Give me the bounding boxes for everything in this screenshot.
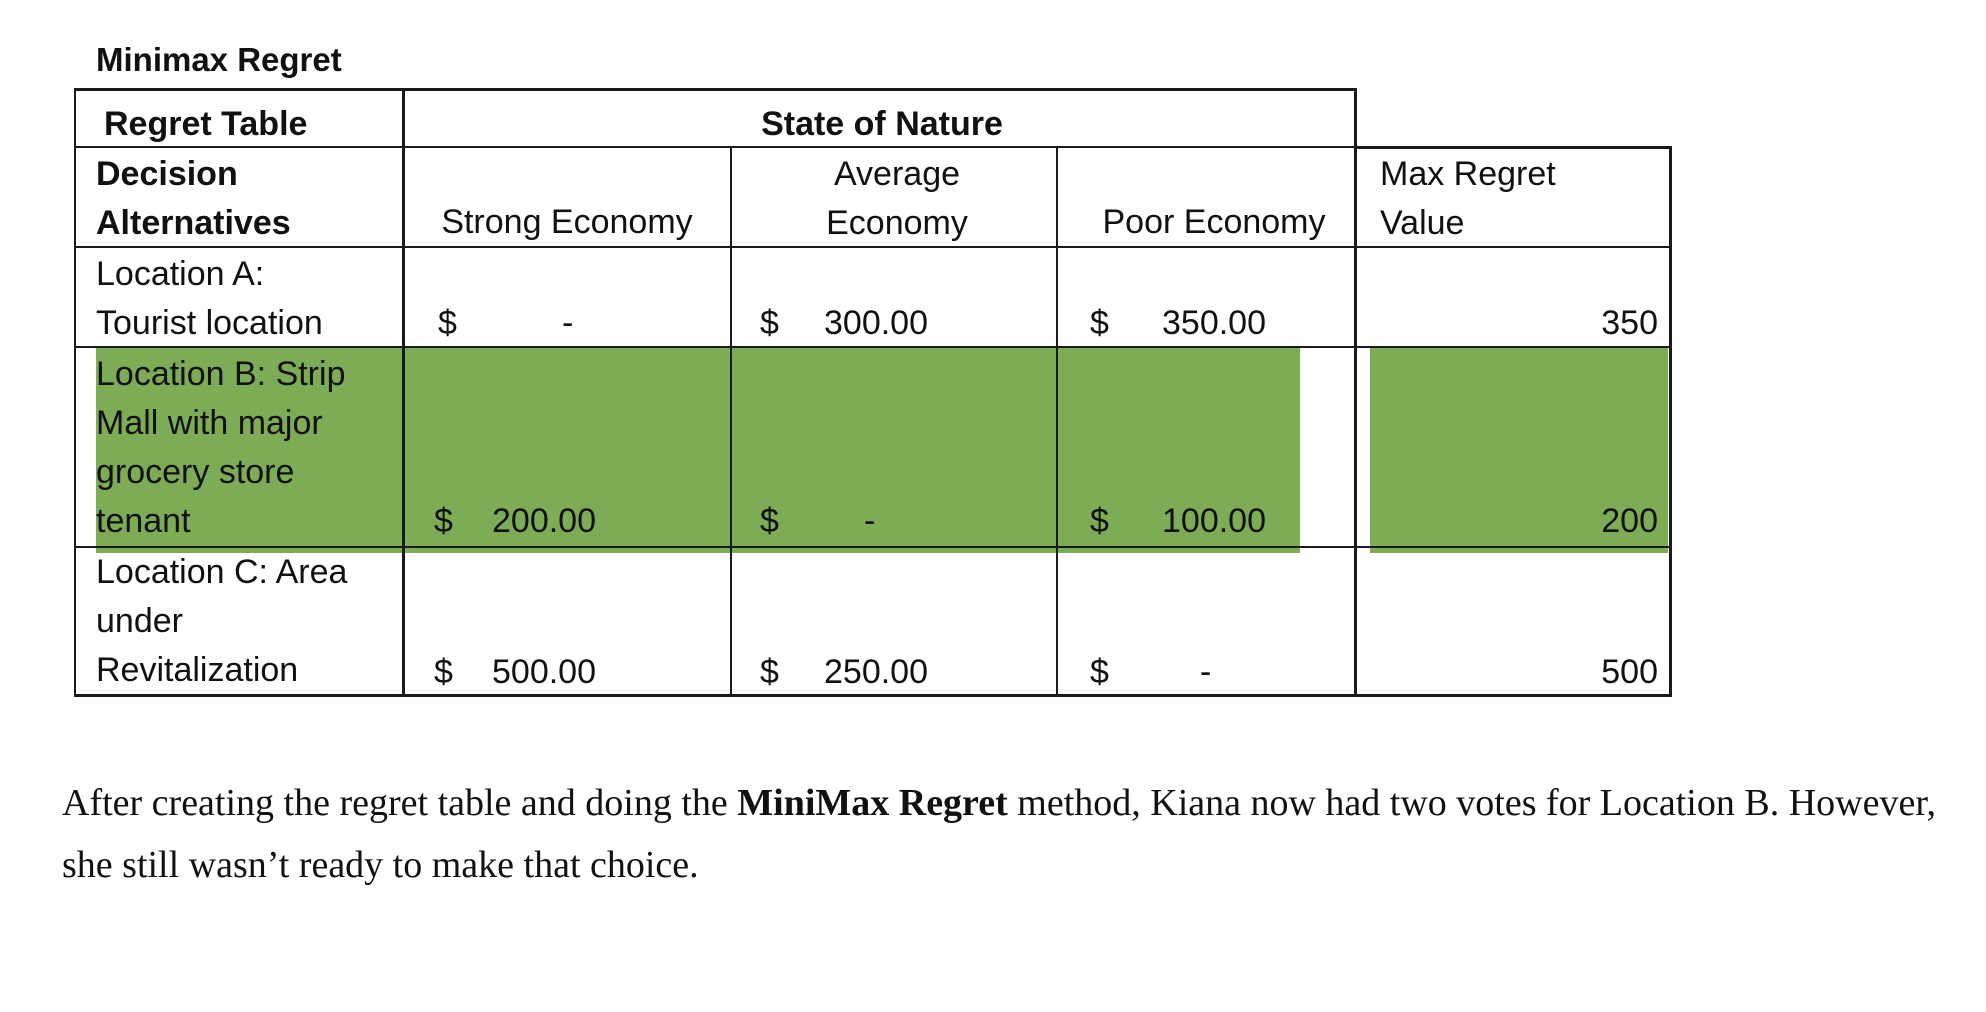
grid-line — [74, 346, 1672, 348]
grid-line — [74, 88, 1356, 91]
grid-line — [74, 246, 1672, 248]
row-label-location-c: Location C: Area under Revitalization — [96, 553, 348, 689]
corner-label: Regret Table — [104, 105, 308, 143]
grid-line — [404, 146, 1358, 148]
grid-line — [402, 88, 405, 697]
max-regret-a: 350 — [1601, 304, 1658, 342]
column-header-average: Average Economy — [826, 155, 968, 242]
column-header-poor: Poor Economy — [1102, 203, 1326, 241]
paragraph-text-1: After creating the regret table and doin… — [62, 782, 738, 824]
grid-line — [1354, 88, 1357, 697]
max-regret-c: 500 — [1601, 653, 1658, 691]
grid-line — [74, 146, 404, 148]
body-paragraph: After creating the regret table and doin… — [62, 772, 1962, 896]
max-regret-b: 200 — [1601, 502, 1658, 540]
decision-alternatives-header: Decision Alternatives — [96, 155, 291, 242]
max-regret-header: Max Regret Value — [1380, 155, 1556, 242]
grid-line — [74, 694, 1672, 697]
highlight-row-b-left — [96, 348, 1300, 553]
row-label-location-a: Location A: Tourist location — [96, 255, 323, 342]
row-label-location-b: Location B: Strip Mall with major grocer… — [96, 355, 346, 540]
paragraph-text-2: method, Kiana now had two votes for Loca… — [62, 782, 1936, 886]
highlight-row-b-max — [1370, 348, 1668, 553]
paragraph-bold-term: MiniMax Regret — [737, 782, 1008, 824]
grid-line — [1354, 146, 1672, 149]
table-title: Minimax Regret — [96, 41, 342, 78]
grid-line — [1669, 146, 1672, 697]
grid-line — [74, 88, 76, 697]
state-of-nature-header: State of Nature — [761, 105, 1003, 143]
grid-line — [1056, 146, 1058, 697]
column-header-strong: Strong Economy — [441, 203, 693, 241]
grid-line — [730, 146, 732, 697]
grid-line — [74, 546, 1672, 548]
